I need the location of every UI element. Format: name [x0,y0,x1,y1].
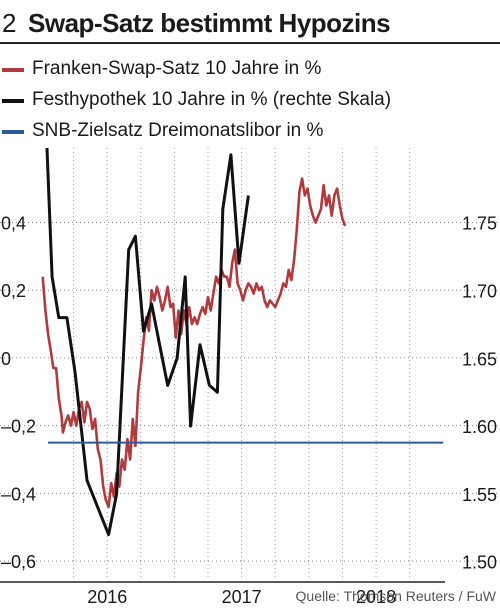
legend-item-hypothek: Festhypothek 10 Jahre in % (rechte Skala… [0,89,500,113]
x-tick-label: 2017 [222,587,262,607]
source-note: Quelle: Thomson Reuters / FuW [295,588,496,604]
x-tick-label: 2016 [87,587,127,607]
right-tick-label: 1.55 [462,485,497,505]
right-tick-label: 1.50 [462,553,497,573]
x-tick-label: 2018 [356,587,396,607]
left-tick-label: 0 [1,349,11,369]
legend-label-hypothek: Festhypothek 10 Jahre in % (rechte Skala… [32,89,392,110]
legend-swatch-hypothek [2,99,24,103]
left-tick-label: 0,4 [1,213,26,233]
left-tick-label: –0,4 [1,484,36,504]
series-line-1 [45,148,250,537]
legend-swatch-swap [2,68,24,72]
right-tick-label: 1.60 [462,417,497,437]
legend-item-swap: Franken-Swap-Satz 10 Jahre in % [0,58,500,82]
chart-title: Swap-Satz bestimmt Hypozins [28,8,391,38]
title-rule [0,42,500,44]
right-tick-label: 1.75 [462,214,497,234]
legend-label-snb: SNB-Zielsatz Dreimonatslibor in % [32,120,324,141]
right-tick-label: 1.65 [462,349,497,369]
legend-item-snb: SNB-Zielsatz Dreimonatslibor in % [0,120,500,144]
left-tick-label: 0,2 [1,281,26,301]
series-group [41,148,444,537]
chart-number: 2 [2,8,17,38]
series-line-0 [41,177,347,509]
title-row: 2 Swap-Satz bestimmt Hypozins [0,0,500,44]
right-tick-label: 1.70 [462,281,497,301]
left-tick-label: –0,2 [1,417,36,437]
legend-swatch-snb [2,130,24,134]
left-tick-label: –0,6 [1,552,36,572]
legend-label-swap: Franken-Swap-Satz 10 Jahre in % [32,58,322,79]
